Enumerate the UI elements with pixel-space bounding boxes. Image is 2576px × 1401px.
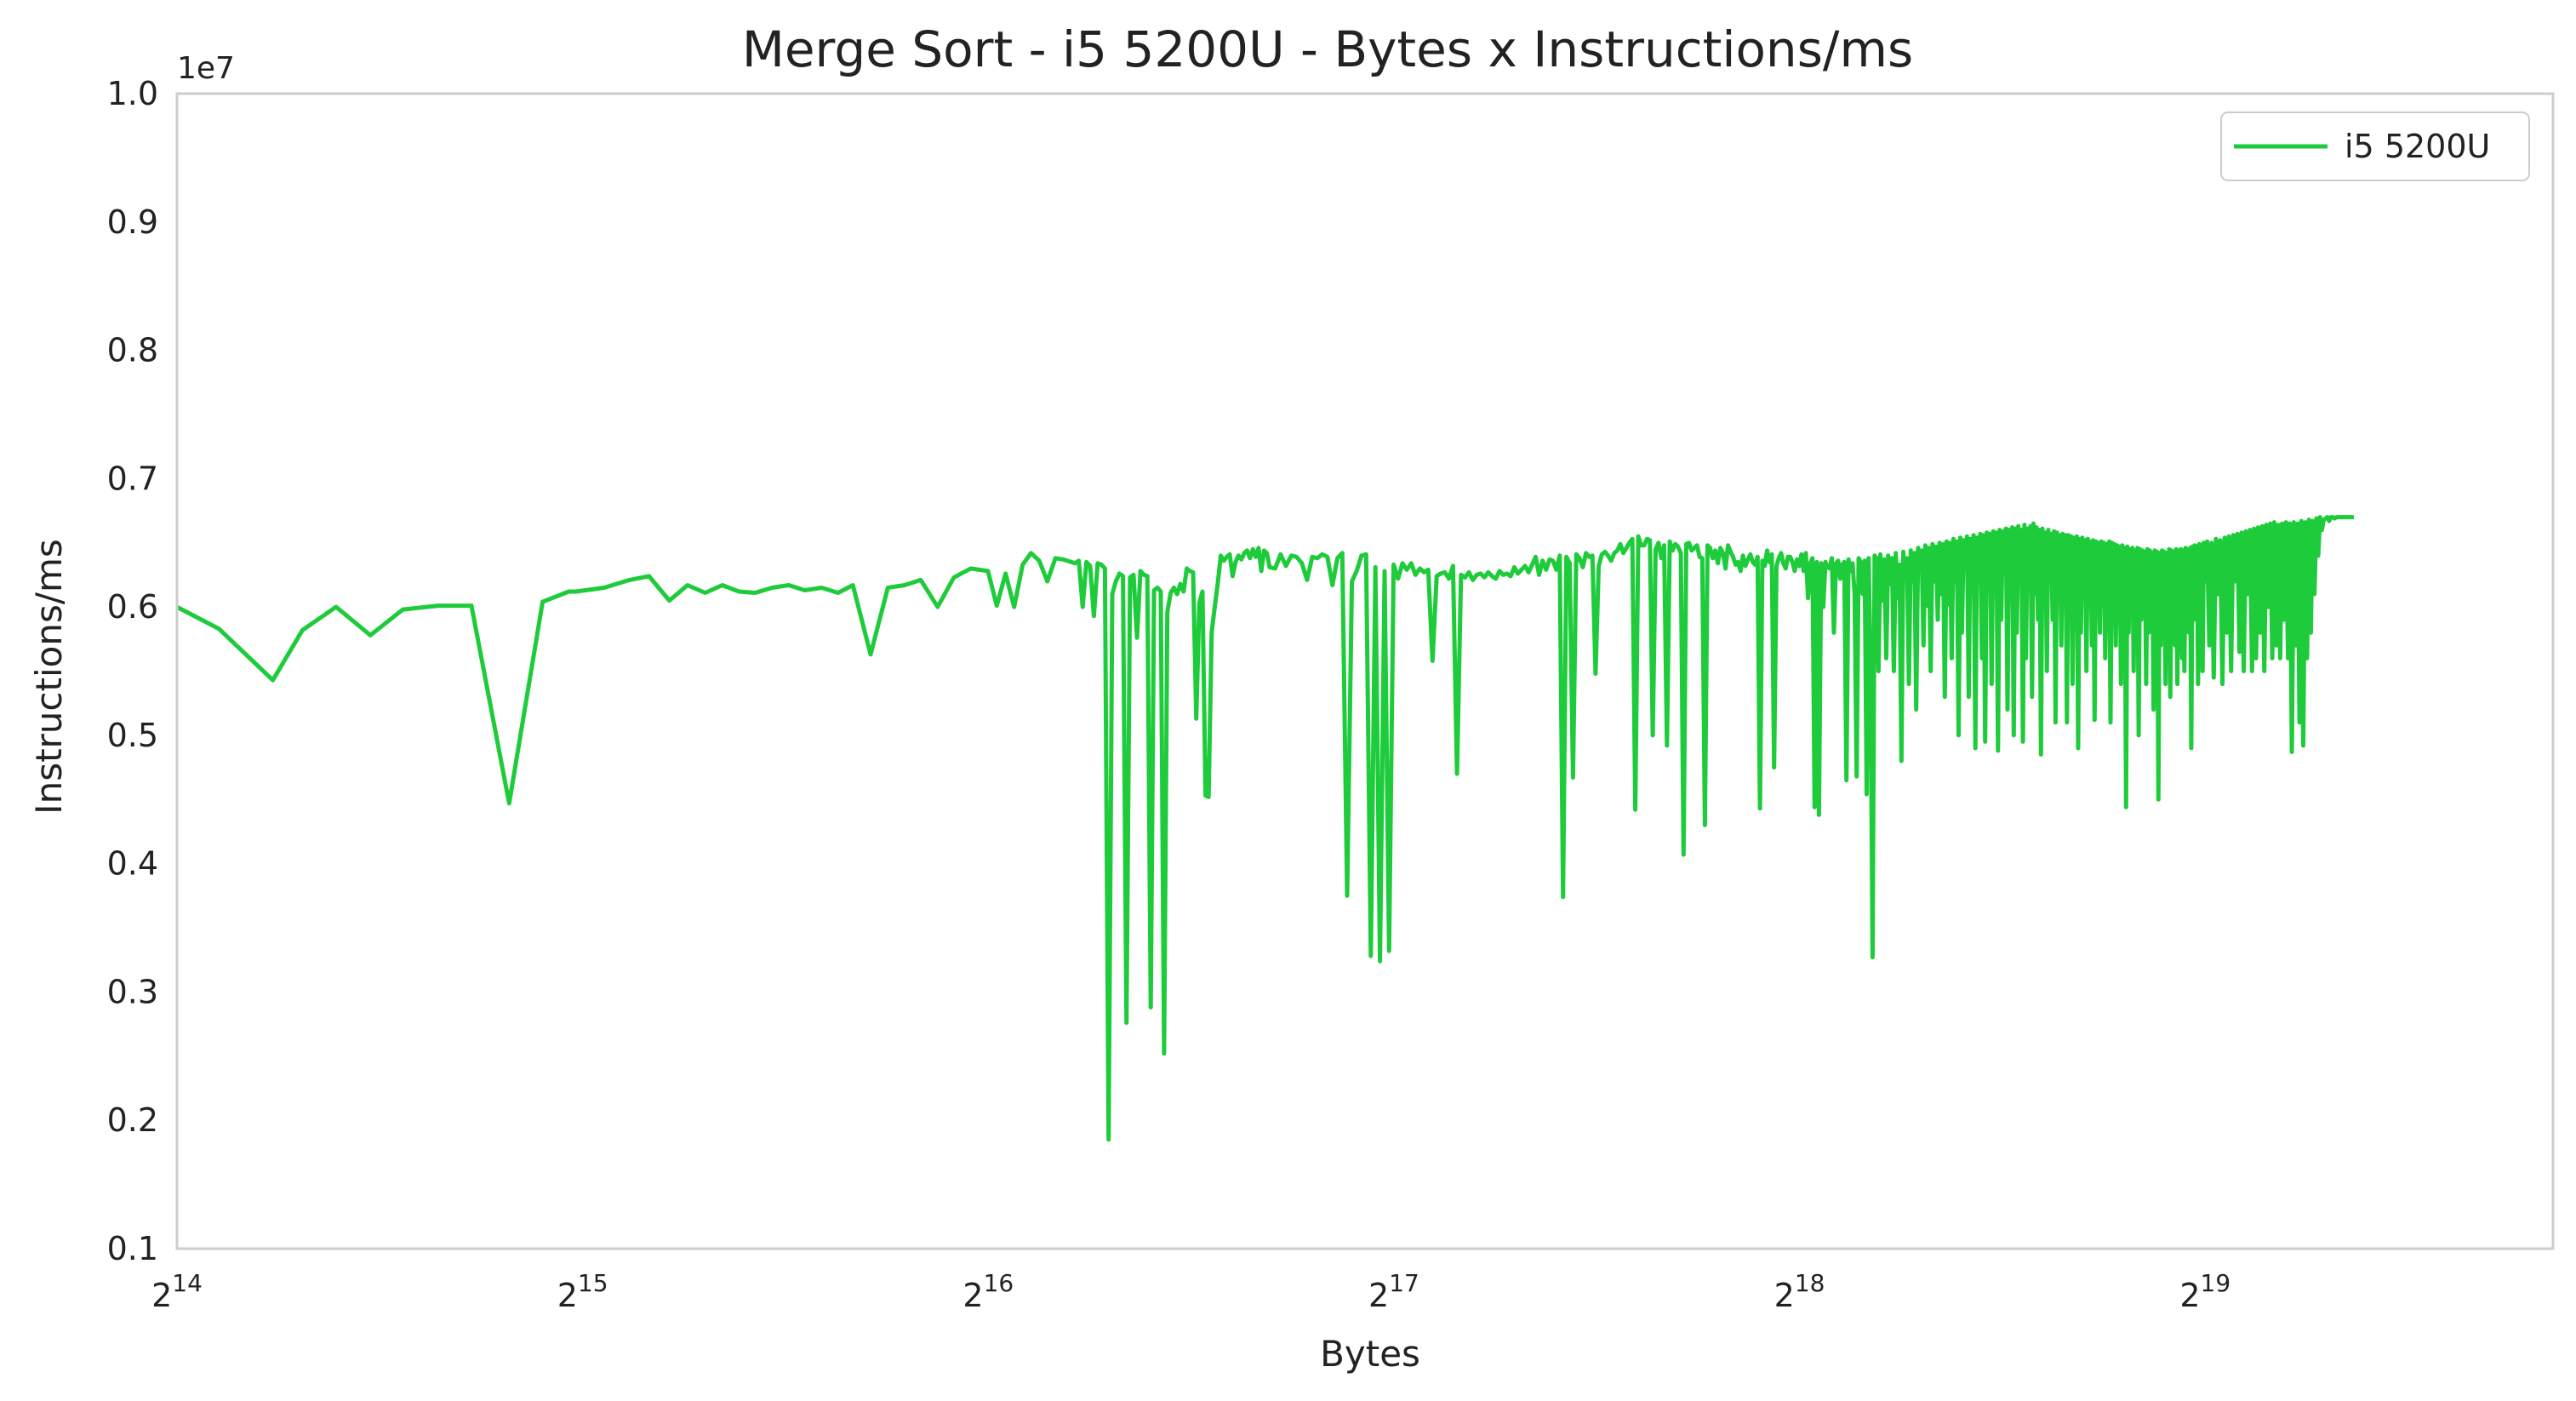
y-tick-label: 0.5 <box>107 717 158 754</box>
x-tick-label: 215 <box>557 1269 608 1314</box>
legend: i5 5200U <box>2220 112 2530 181</box>
x-tick-label: 217 <box>1368 1269 1419 1314</box>
plot-area <box>175 515 2355 1142</box>
legend-label: i5 5200U <box>2345 128 2490 165</box>
x-tick-label: 216 <box>962 1269 1014 1314</box>
axes-frame <box>175 92 2555 1250</box>
y-tick-label: 0.4 <box>107 845 158 883</box>
x-ticks: 214 215 216 217 218 219 <box>151 1269 2230 1314</box>
y-tick-label: 0.2 <box>107 1101 158 1139</box>
chart-title: Merge Sort - i5 5200U - Bytes x Instruct… <box>742 20 1913 78</box>
y-ticks: 0.1 0.2 0.3 0.4 0.5 0.6 0.7 0.8 0.9 1.0 <box>107 75 158 1267</box>
y-tick-label: 0.8 <box>107 332 158 369</box>
y-tick-label: 1.0 <box>107 75 158 112</box>
y-tick-label: 0.6 <box>107 588 158 626</box>
y-tick-label: 0.9 <box>107 203 158 241</box>
y-tick-label: 0.7 <box>107 460 158 497</box>
x-axis-label: Bytes <box>1320 1333 1420 1375</box>
y-offset-label: 1e7 <box>177 51 235 86</box>
x-tick-label: 219 <box>2179 1269 2230 1314</box>
y-tick-label: 0.3 <box>107 973 158 1010</box>
x-tick-label: 214 <box>151 1269 203 1314</box>
legend-box <box>2220 112 2530 181</box>
y-tick-label: 0.1 <box>107 1230 158 1267</box>
series-line-i5-5200u <box>175 515 2355 1142</box>
x-tick-label: 218 <box>1774 1269 1825 1314</box>
y-axis-label: Instructions/ms <box>28 539 70 815</box>
